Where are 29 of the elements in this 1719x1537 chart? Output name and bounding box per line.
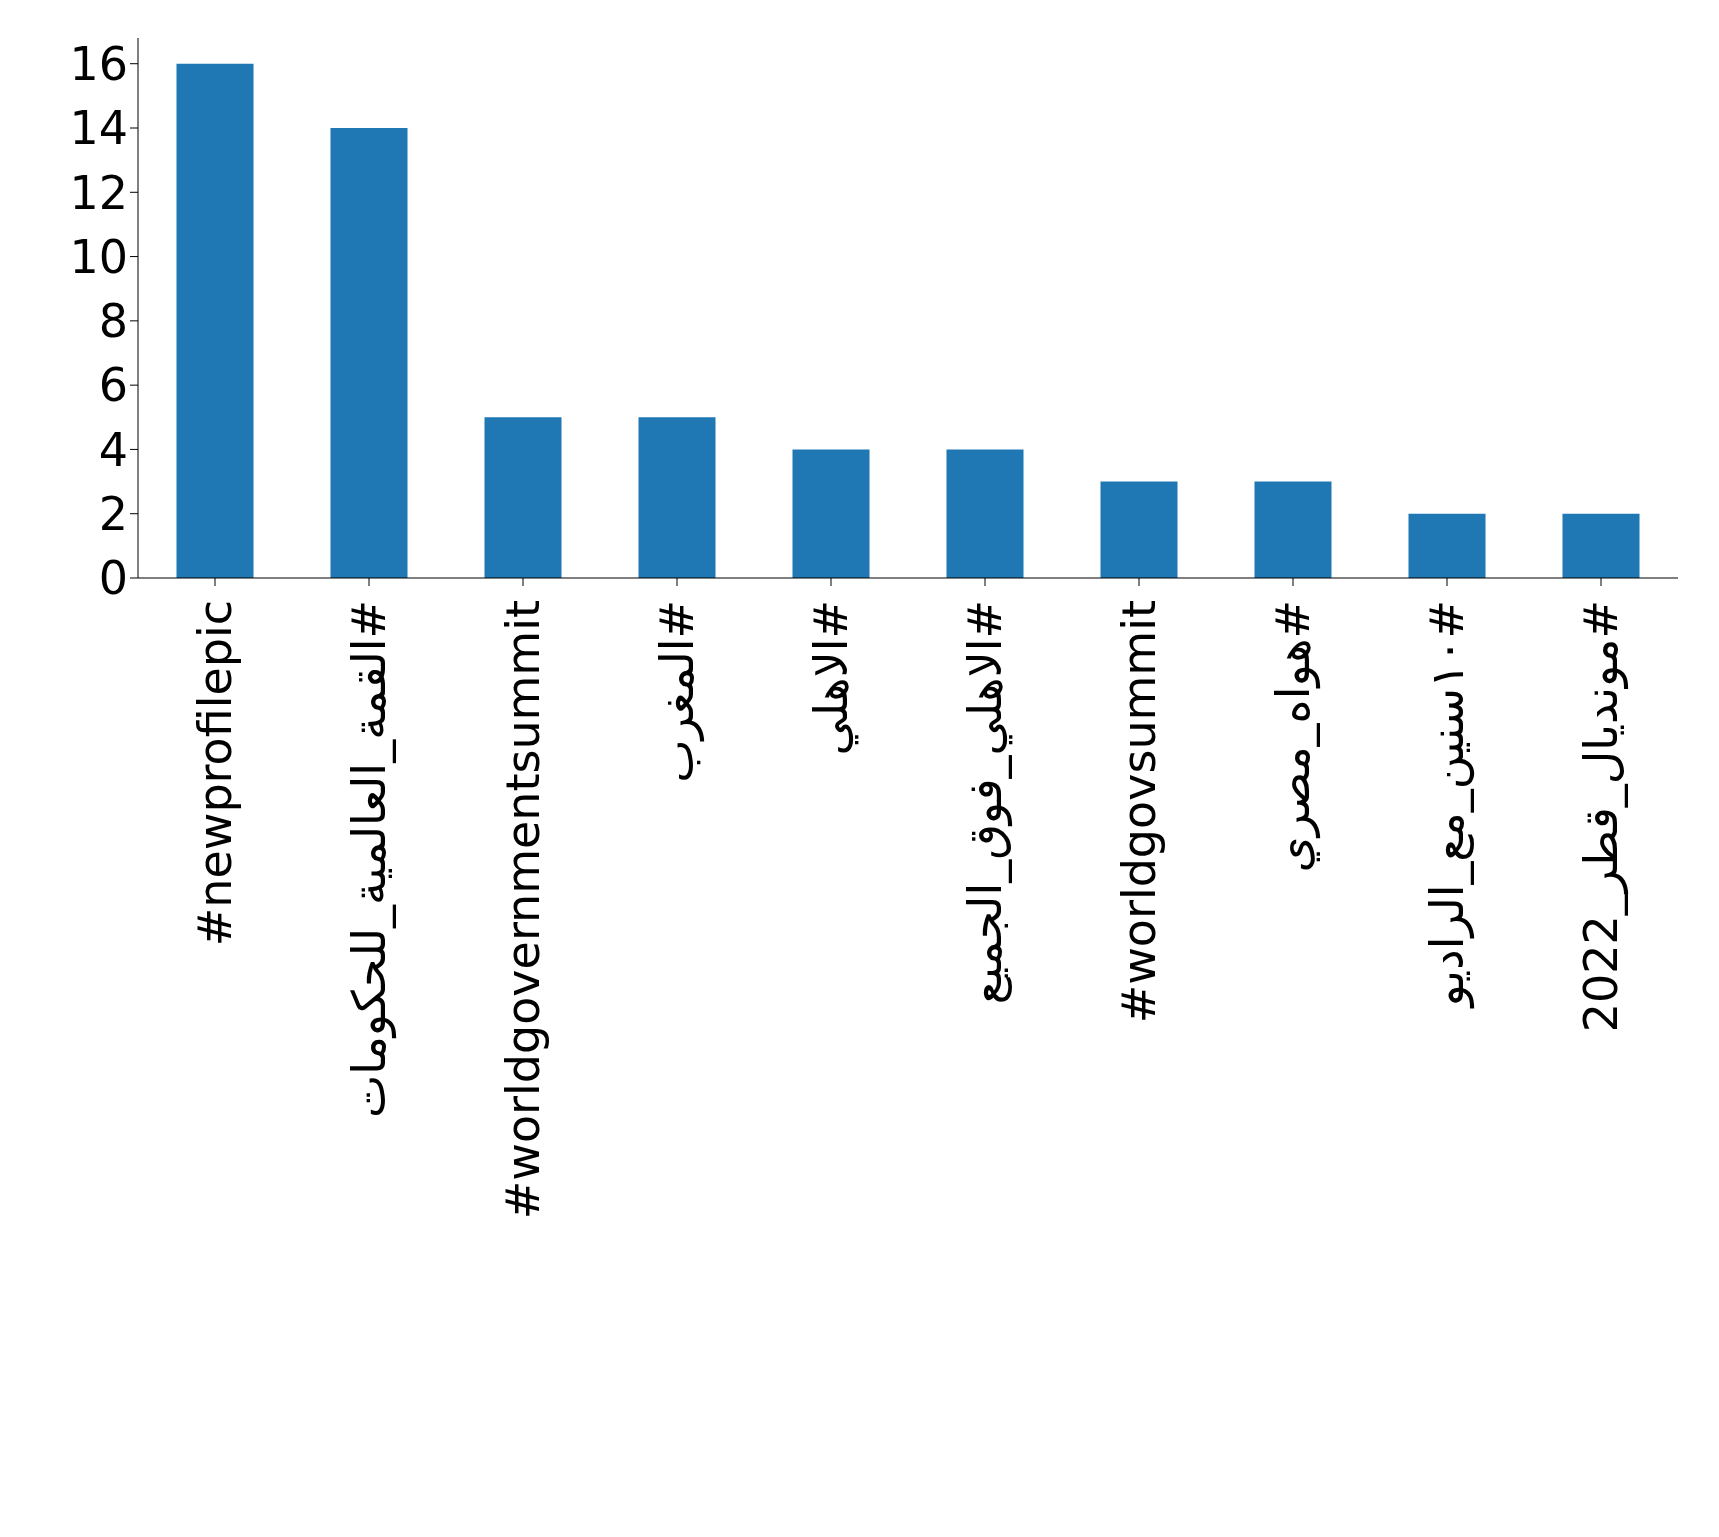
x-tick-label: #١٠سنين_مع_الراديو	[1420, 600, 1476, 1009]
bar	[1254, 481, 1332, 578]
x-tick-label: #worldgovernmentsummit	[496, 600, 551, 1220]
bar	[1562, 513, 1640, 578]
x-tick-label: #مونديال_قطر_2022	[1574, 600, 1630, 1033]
y-tick-label: 4	[98, 422, 128, 477]
y-tick-label: 12	[69, 165, 128, 220]
bar	[1408, 513, 1486, 578]
x-tick-label: #القمة_العالمية_للحكومات	[342, 600, 398, 1119]
bar	[1100, 481, 1178, 578]
bar	[330, 128, 408, 578]
bar	[484, 417, 562, 578]
y-tick-label: 16	[69, 37, 128, 92]
x-tick-label: #المغرب	[650, 600, 706, 783]
x-tick-label: #هواه_مصري	[1266, 600, 1322, 873]
bar	[946, 449, 1024, 578]
x-tick-label: #newprofilepic	[188, 600, 243, 947]
x-tick-label: #الاهلي	[804, 600, 860, 756]
y-tick-label: 8	[98, 294, 128, 349]
y-tick-label: 14	[69, 101, 128, 156]
bar	[176, 63, 254, 578]
y-tick-label: 0	[98, 551, 128, 606]
x-tick-label: #worldgovsummit	[1112, 600, 1167, 1024]
bar	[638, 417, 716, 578]
y-tick-label: 10	[69, 229, 128, 284]
y-tick-label: 6	[98, 358, 128, 413]
y-tick-label: 2	[98, 487, 128, 542]
bar	[792, 449, 870, 578]
x-tick-label: #الاهلي_فوق_الجميع	[958, 600, 1014, 1005]
